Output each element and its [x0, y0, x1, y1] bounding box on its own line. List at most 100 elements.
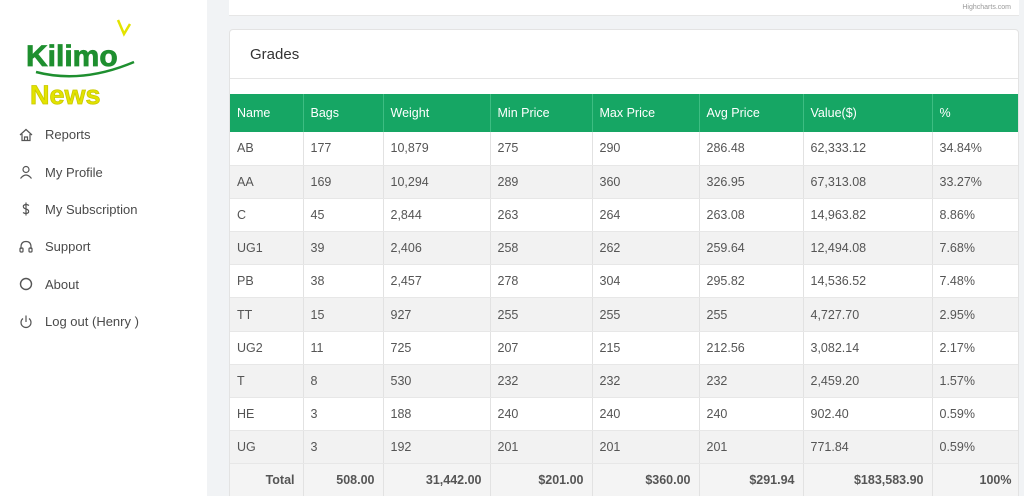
table-cell: AA [230, 165, 304, 199]
table-cell: 11 [303, 331, 384, 365]
column-header[interactable]: Bags [303, 94, 384, 132]
total-cell: 508.00 [303, 463, 384, 496]
table-cell: 12,494.08 [803, 231, 933, 266]
table-cell: 255 [490, 297, 593, 332]
table-cell: 0.59% [932, 430, 1018, 465]
sidebar-nav: Reports My Profile My Subscription Suppo… [18, 116, 203, 340]
sidebar-item-label: Log out (Henry ) [45, 314, 139, 330]
table-cell: UG [230, 430, 304, 465]
column-header[interactable]: % [932, 94, 1018, 132]
table-cell: 14,536.52 [803, 264, 933, 299]
table-cell: 15 [303, 297, 384, 332]
grades-title: Grades [230, 30, 1018, 79]
table-row: UG1 39 2,406 258 262 259.64 12,494.08 7.68% [230, 231, 1018, 266]
table-cell: 232 [699, 364, 804, 399]
column-header[interactable]: Weight [383, 94, 491, 132]
highcharts-credit[interactable]: Highcharts.com [962, 4, 1011, 11]
table-cell: 45 [303, 198, 384, 233]
table-cell: 927 [383, 297, 491, 332]
sidebar-item-about[interactable]: About [18, 266, 203, 303]
table-header-row: Name Bags Weight Min Price Max Price Avg Pric… [230, 94, 1018, 132]
table-cell: 255 [699, 297, 804, 332]
table-cell: 14,963.82 [803, 198, 933, 233]
table-cell: 725 [383, 331, 491, 365]
table-row: T 8 530 232 232 232 2,459.20 1.57% [230, 364, 1018, 399]
grades-table: Name Bags Weight Min Price Max Price Avg Pric… [230, 94, 1018, 496]
table-cell: 295.82 [699, 264, 804, 299]
table-cell: 4,727.70 [803, 297, 933, 332]
table-cell: 38 [303, 264, 384, 299]
column-header[interactable]: Name [230, 94, 304, 132]
table-cell: 7.68% [932, 231, 1018, 266]
table-cell: 33.27% [932, 165, 1018, 199]
table-cell: UG2 [230, 331, 304, 365]
table-cell: 259.64 [699, 231, 804, 266]
table-row: UG2 11 725 207 215 212.56 3,082.14 2.17% [230, 331, 1018, 365]
logo-word-news: News [30, 80, 101, 110]
sidebar-item-support[interactable]: Support [18, 228, 203, 265]
table-cell: 3 [303, 397, 384, 432]
sidebar-item-label: My Subscription [45, 201, 138, 217]
total-cell: $291.94 [699, 463, 804, 496]
table-cell: 10,294 [383, 165, 491, 199]
column-header[interactable]: Avg Price [699, 94, 804, 132]
table-cell: 2,844 [383, 198, 491, 233]
column-header[interactable]: Value($) [803, 94, 933, 132]
table-row: AB 177 10,879 275 290 286.48 62,333.12 34.84% [230, 132, 1018, 166]
circle-icon [19, 278, 33, 291]
table-cell: 3,082.14 [803, 331, 933, 365]
table-cell: 2.95% [932, 297, 1018, 332]
table-cell: 240 [490, 397, 593, 432]
table-cell: 258 [490, 231, 593, 266]
table-cell: 263 [490, 198, 593, 233]
table-cell: 286.48 [699, 132, 804, 166]
table-cell: 290 [592, 132, 700, 166]
total-cell: 100% [932, 463, 1018, 496]
table-cell: 360 [592, 165, 700, 199]
total-cell: Total [230, 463, 304, 496]
total-cell: 31,442.00 [383, 463, 491, 496]
table-cell: 7.48% [932, 264, 1018, 299]
table-row: UG 3 192 201 201 201 771.84 0.59% [230, 430, 1018, 465]
table-cell: 0.59% [932, 397, 1018, 432]
table-cell: 263.08 [699, 198, 804, 233]
table-cell: 232 [490, 364, 593, 399]
column-header[interactable]: Max Price [592, 94, 700, 132]
table-cell: AB [230, 132, 304, 166]
sidebar-item-my-subscription[interactable]: My Subscription [18, 191, 203, 228]
table-cell: HE [230, 397, 304, 432]
table-cell: 264 [592, 198, 700, 233]
grades-card: Grades Name Bags Weight Min Price Max Price A… [229, 29, 1019, 496]
sidebar-item-label: About [45, 276, 79, 292]
table-cell: 67,313.08 [803, 165, 933, 199]
table-cell: 255 [592, 297, 700, 332]
kilimo-news-logo[interactable]: Kilimo News [22, 18, 140, 110]
table-cell: 902.40 [803, 397, 933, 432]
table-cell: 232 [592, 364, 700, 399]
total-cell: $360.00 [592, 463, 700, 496]
sidebar-item-label: My Profile [45, 164, 103, 180]
total-cell: $201.00 [490, 463, 593, 496]
home-icon [19, 128, 33, 141]
sidebar-item-reports[interactable]: Reports [18, 116, 203, 153]
table-cell: 289 [490, 165, 593, 199]
table-cell: 201 [592, 430, 700, 465]
table-cell: 262 [592, 231, 700, 266]
table-cell: 3 [303, 430, 384, 465]
table-cell: 240 [592, 397, 700, 432]
column-header[interactable]: Min Price [490, 94, 593, 132]
table-cell: 207 [490, 331, 593, 365]
table-row: PB 38 2,457 278 304 295.82 14,536.52 7.48% [230, 264, 1018, 299]
chart-panel-bottom: Highcharts.com [229, 0, 1019, 16]
sidebar-item-log-out[interactable]: Log out (Henry ) [18, 303, 203, 340]
table-total-row: Total 508.00 31,442.00 $201.00 $360.00 $291.9… [230, 463, 1018, 496]
total-cell: $183,583.90 [803, 463, 933, 496]
table-cell: 1.57% [932, 364, 1018, 399]
logo-word-kilimo: Kilimo [26, 40, 118, 73]
table-cell: 34.84% [932, 132, 1018, 166]
sidebar-item-my-profile[interactable]: My Profile [18, 153, 203, 190]
table-cell: 304 [592, 264, 700, 299]
table-cell: 39 [303, 231, 384, 266]
table-cell: 326.95 [699, 165, 804, 199]
main-content: Highcharts.com Grades Name Bags Weight Min … [207, 0, 1024, 496]
